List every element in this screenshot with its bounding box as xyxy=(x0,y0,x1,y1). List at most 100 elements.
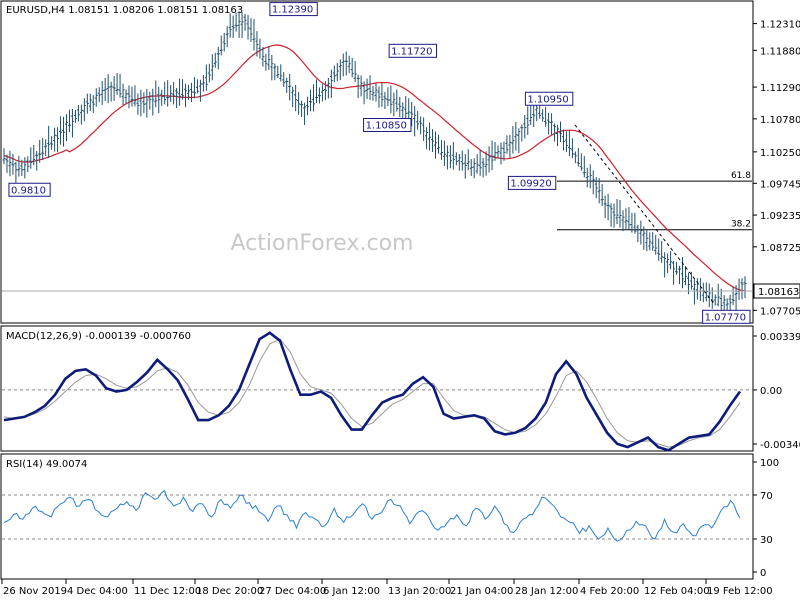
price-bar xyxy=(654,234,658,255)
price-bar xyxy=(505,135,509,154)
price-bar xyxy=(154,80,158,108)
price-bar xyxy=(582,156,586,178)
x-tick-label: 26 Nov 2019 xyxy=(3,586,67,597)
price-bar xyxy=(639,220,643,245)
moving-average xyxy=(3,44,746,292)
price-bar xyxy=(600,183,604,207)
price-bar xyxy=(70,108,74,138)
price-bar xyxy=(663,252,667,278)
price-bar xyxy=(234,12,238,32)
price-bar xyxy=(472,158,476,179)
price-bar xyxy=(249,18,253,42)
price-bar xyxy=(294,84,298,112)
price-panel-title: EURUSD,H4 1.08151 1.08206 1.08151 1.0816… xyxy=(6,5,243,16)
price-bar xyxy=(567,130,571,157)
price-bar xyxy=(163,81,167,105)
price-bar xyxy=(371,85,375,101)
x-tick-label: 4 Feb 20:00 xyxy=(580,586,639,597)
price-bar xyxy=(398,96,402,117)
price-bar xyxy=(160,89,164,106)
price-bar xyxy=(448,145,452,169)
rsi-series-line xyxy=(3,489,741,542)
watermark: ActionForex.com xyxy=(231,231,414,256)
price-bar xyxy=(306,96,310,116)
last-price-tag: 1.08163 xyxy=(753,283,800,299)
price-bar xyxy=(85,93,89,114)
price-bar xyxy=(606,193,610,221)
price-bar xyxy=(127,85,131,109)
price-bar xyxy=(82,98,86,122)
last-price-label: 1.08163 xyxy=(758,287,799,298)
price-bar xyxy=(463,154,467,179)
annotation-label: 1.07770 xyxy=(705,312,746,323)
price-bar xyxy=(172,82,176,105)
price-bar xyxy=(151,88,155,116)
price-bar xyxy=(252,19,256,51)
x-tick-label: 28 Jan 12:00 xyxy=(515,586,578,597)
price-bar xyxy=(454,152,458,166)
price-bar xyxy=(502,141,506,161)
annotation-label: 1.10950 xyxy=(527,94,568,105)
price-bar xyxy=(198,79,202,102)
price-bar xyxy=(413,106,417,137)
price-bar xyxy=(2,148,6,165)
price-bar xyxy=(139,89,143,117)
price-bar xyxy=(716,283,720,307)
price-bar xyxy=(219,35,223,56)
price-bar xyxy=(44,139,48,157)
price-bar xyxy=(320,84,324,102)
price-bar xyxy=(184,83,188,108)
price-bars xyxy=(2,11,747,315)
price-bar xyxy=(642,226,646,250)
price-bar xyxy=(56,127,60,153)
price-bar xyxy=(297,91,301,115)
x-tick-label: 21 Jan 04:00 xyxy=(450,586,513,597)
price-bar xyxy=(207,63,211,83)
rsi-y-axis: 100 70 30 0 xyxy=(753,458,779,579)
price-bar xyxy=(157,86,161,114)
price-bar xyxy=(112,76,116,101)
price-bar xyxy=(359,75,363,97)
macd-tick-label: 0.003396 xyxy=(760,332,800,343)
price-bar xyxy=(347,55,351,74)
price-bar xyxy=(11,153,15,175)
price-bar xyxy=(633,212,637,234)
price-bar xyxy=(329,69,333,98)
price-bar xyxy=(258,38,262,59)
price-bar xyxy=(130,86,134,107)
price-bar xyxy=(431,129,435,153)
price-bar xyxy=(103,77,107,102)
price-bar xyxy=(356,74,360,99)
x-tick-label: 18 Dec 20:00 xyxy=(196,586,263,597)
price-bar xyxy=(499,142,503,165)
price-bar xyxy=(335,62,339,82)
price-bar xyxy=(228,13,232,38)
price-bar xyxy=(558,121,562,142)
price-bar xyxy=(389,85,393,114)
x-tick-label: 19 Feb 12:00 xyxy=(707,586,773,597)
price-bar xyxy=(73,109,77,123)
price-bar xyxy=(67,109,71,133)
price-bar xyxy=(576,148,580,167)
price-bar xyxy=(88,93,92,111)
rsi-tick-label: 70 xyxy=(760,491,773,502)
price-annotation: 1.12390 xyxy=(269,2,318,17)
price-bar xyxy=(550,113,554,135)
price-bar xyxy=(225,26,229,48)
price-bar xyxy=(26,156,30,173)
price-bar xyxy=(94,88,98,107)
price-bar xyxy=(683,266,687,286)
price-bar xyxy=(457,154,461,171)
price-bar xyxy=(326,77,330,99)
price-bar xyxy=(192,77,196,99)
price-bar xyxy=(59,116,63,145)
price-bar xyxy=(451,142,455,170)
price-bar xyxy=(704,282,708,302)
price-bar xyxy=(300,100,304,118)
price-bar xyxy=(713,294,717,306)
price-bar xyxy=(332,65,336,83)
price-bar xyxy=(478,150,482,176)
price-bar xyxy=(38,139,42,163)
price-bar xyxy=(133,85,137,107)
